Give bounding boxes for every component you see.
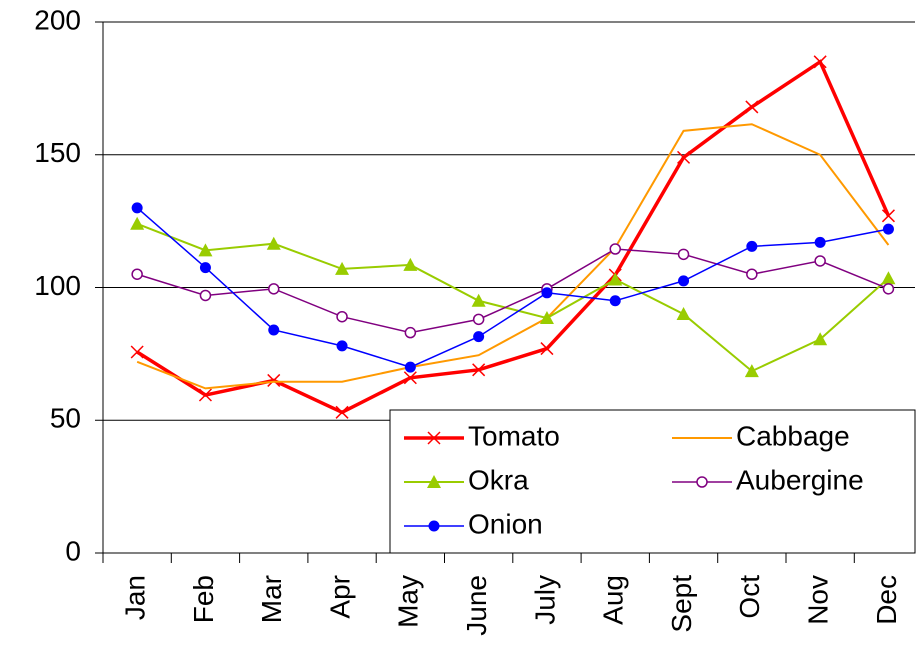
legend-label: Aubergine — [736, 464, 864, 495]
marker — [745, 100, 759, 114]
x-tick-label: July — [529, 575, 560, 625]
line — [136, 207, 889, 368]
line — [136, 222, 890, 373]
x-tick-label: Sept — [666, 575, 697, 633]
marker — [335, 405, 349, 419]
x-tick-label: June — [461, 575, 492, 636]
marker — [677, 150, 691, 164]
y-tick-label: 0 — [65, 535, 81, 566]
marker — [746, 268, 758, 280]
marker — [131, 202, 143, 214]
series — [130, 216, 896, 378]
x-tick-label: Oct — [734, 575, 765, 619]
marker — [268, 283, 280, 295]
marker — [335, 261, 350, 275]
marker — [427, 431, 441, 445]
line — [136, 248, 889, 334]
marker — [130, 345, 144, 359]
marker — [268, 324, 280, 336]
series — [130, 55, 895, 419]
x-tick-label: Nov — [803, 575, 834, 625]
series — [131, 243, 895, 339]
marker — [813, 55, 827, 69]
y-tick-label: 50 — [50, 403, 81, 434]
y-tick-label: 150 — [34, 137, 81, 168]
marker — [882, 223, 894, 235]
marker — [198, 388, 212, 402]
x-tick-label: May — [393, 575, 424, 628]
marker — [199, 262, 211, 274]
x-tick-label: Apr — [324, 575, 355, 619]
x-tick-label: Mar — [256, 575, 287, 623]
marker — [882, 283, 895, 295]
marker — [881, 209, 895, 223]
marker — [881, 271, 896, 285]
legend-label: Cabbage — [736, 420, 850, 451]
marker — [404, 326, 417, 339]
legend-box — [389, 409, 916, 554]
marker — [678, 275, 690, 287]
marker — [744, 364, 759, 378]
marker — [676, 307, 691, 321]
x-tick-label: Feb — [188, 575, 219, 623]
legend: Tomato Cabbage Okra Aubergine Onion — [389, 409, 916, 554]
marker — [471, 293, 486, 307]
marker — [403, 257, 418, 271]
series — [136, 123, 890, 390]
marker — [336, 310, 348, 323]
marker — [199, 289, 212, 302]
marker — [198, 243, 213, 257]
legend-label: Onion — [468, 508, 543, 539]
marker — [540, 342, 554, 356]
marker — [677, 248, 690, 261]
legend-label: Tomato — [468, 420, 560, 451]
x-tick-label: Jan — [120, 575, 151, 620]
marker — [746, 240, 758, 252]
marker — [267, 373, 281, 387]
legend-label: Okra — [468, 464, 529, 495]
marker — [472, 363, 486, 377]
x-tick-label: Dec — [871, 575, 902, 625]
y-tick-label: 200 — [34, 4, 81, 35]
marker — [266, 236, 281, 250]
marker — [428, 520, 440, 532]
marker — [814, 236, 826, 248]
marker — [473, 331, 485, 343]
marker — [814, 255, 826, 267]
marker — [131, 268, 143, 280]
x-tick-label: Aug — [598, 575, 629, 625]
line — [136, 123, 890, 390]
marker — [539, 311, 554, 325]
y-tick-label: 100 — [34, 270, 81, 301]
marker — [609, 243, 621, 255]
marker — [427, 475, 441, 488]
marker — [472, 313, 485, 326]
marker — [609, 295, 621, 307]
series — [131, 202, 894, 373]
marker — [130, 216, 145, 230]
marker — [541, 287, 553, 299]
marker — [404, 361, 416, 373]
marker — [813, 332, 828, 346]
marker — [403, 371, 417, 385]
marker — [336, 340, 348, 352]
marker — [608, 272, 623, 286]
marker — [696, 476, 708, 488]
